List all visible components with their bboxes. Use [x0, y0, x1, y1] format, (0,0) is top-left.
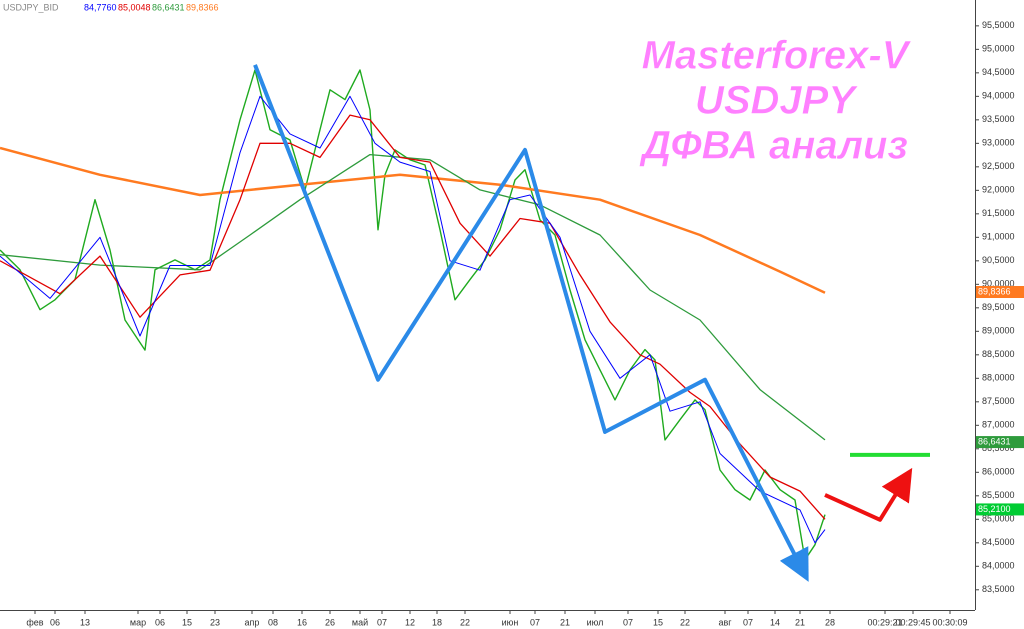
- x-tick-label: 22: [460, 617, 470, 627]
- x-tick-label: 15: [182, 617, 192, 627]
- x-tick-label: 26: [325, 617, 335, 627]
- x-tick-label: 07: [530, 617, 540, 627]
- y-tick-label: 92,5000: [982, 161, 1015, 171]
- y-tick-label: 90,0000: [982, 279, 1015, 289]
- y-tick-label: 94,0000: [982, 91, 1015, 101]
- x-tick-label: 07: [743, 617, 753, 627]
- wave-annotation: [253, 64, 809, 582]
- x-tick-label: 14: [770, 617, 780, 627]
- y-tick-label: 93,0000: [982, 138, 1015, 148]
- y-tick-label: 93,5000: [982, 114, 1015, 124]
- y-tick-label: 87,5000: [982, 396, 1015, 406]
- price-marker-label: 86,6431: [978, 436, 1011, 446]
- x-tick-label: 13: [80, 617, 90, 627]
- y-tick-label: 90,5000: [982, 255, 1015, 265]
- x-tick-label: 00:30:09: [932, 617, 967, 627]
- x-tick-label: 12: [405, 617, 415, 627]
- x-tick-label: 15: [653, 617, 663, 627]
- y-tick-label: 89,5000: [982, 302, 1015, 312]
- labels: Masterforex-V USDJPY ДФВА анализ USDJPY_…: [3, 2, 912, 167]
- price-marker: [976, 503, 1024, 516]
- y-tick-label: 91,5000: [982, 208, 1015, 218]
- price-marker: [976, 286, 1024, 299]
- y-tick-label: 95,5000: [982, 20, 1015, 30]
- x-tick-label: фев: [26, 617, 43, 627]
- annotation: ДФВА анализ: [639, 124, 908, 168]
- y-tick-label: 85,5000: [982, 490, 1015, 500]
- x-tick-label: 28: [825, 617, 835, 627]
- x-tick-label: 07: [377, 617, 387, 627]
- x-tick-label: 22: [680, 617, 690, 627]
- x-tick-label: 08: [268, 617, 278, 627]
- x-tick-label: 23: [210, 617, 220, 627]
- x-tick-label: 00:29:21: [867, 617, 902, 627]
- wave-annotation: [824, 467, 913, 522]
- price-marker: [976, 436, 1024, 449]
- y-tick-label: 83,5000: [982, 584, 1015, 594]
- price-line: [0, 69, 826, 561]
- moving-average: [0, 153, 826, 441]
- y-tick-label: 88,0000: [982, 373, 1015, 383]
- y-tick-label: 84,0000: [982, 561, 1015, 571]
- x-tick-label: 18: [432, 617, 442, 627]
- symbol: USDJPY_BID: [3, 2, 59, 12]
- plot: [0, 64, 930, 582]
- y-tick-label: 86,0000: [982, 467, 1015, 477]
- x-tick-label: 06: [155, 617, 165, 627]
- y-tick-label: 89,0000: [982, 326, 1015, 336]
- y-tick-label: 88,5000: [982, 349, 1015, 359]
- x-tick-label: мар: [130, 617, 146, 627]
- y-tick-label: 86,5000: [982, 443, 1015, 453]
- annotation: Masterforex-V: [642, 34, 912, 78]
- moving-average: [0, 95, 826, 544]
- annotation: USDJPY: [695, 79, 858, 123]
- price-marker-label: 89,8366: [978, 286, 1011, 296]
- x-tick-label: май: [352, 617, 368, 627]
- y-tick-label: 94,5000: [982, 67, 1015, 77]
- x-tick-label: 07: [623, 617, 633, 627]
- indicator-value: 86,6431: [152, 2, 185, 12]
- y-tick-label: 92,0000: [982, 185, 1015, 195]
- x-tick-label: июл: [587, 617, 604, 627]
- y-tick-label: 85,0000: [982, 514, 1015, 524]
- moving-average: [0, 114, 826, 520]
- x-tick-label: апр: [245, 617, 260, 627]
- y-tick-label: 87,0000: [982, 420, 1015, 430]
- x-tick-label: авг: [718, 617, 732, 627]
- x-tick-label: июн: [502, 617, 519, 627]
- x-tick-label: 06: [50, 617, 60, 627]
- y-tick-label: 95,0000: [982, 44, 1015, 54]
- price-marker-label: 85,2100: [978, 504, 1011, 514]
- y-tick-label: 84,5000: [982, 537, 1015, 547]
- indicator-value: 89,8366: [186, 2, 219, 12]
- x-tick-label: 21: [560, 617, 570, 627]
- x-tick-label: 00:29:45: [895, 617, 930, 627]
- x-tick-label: 16: [297, 617, 307, 627]
- indicator-value: 85,0048: [118, 2, 151, 12]
- moving-average: [0, 146, 826, 294]
- indicator-value: 84,7760: [84, 2, 117, 12]
- x-tick-label: 21: [795, 617, 805, 627]
- y-tick-label: 91,0000: [982, 232, 1015, 242]
